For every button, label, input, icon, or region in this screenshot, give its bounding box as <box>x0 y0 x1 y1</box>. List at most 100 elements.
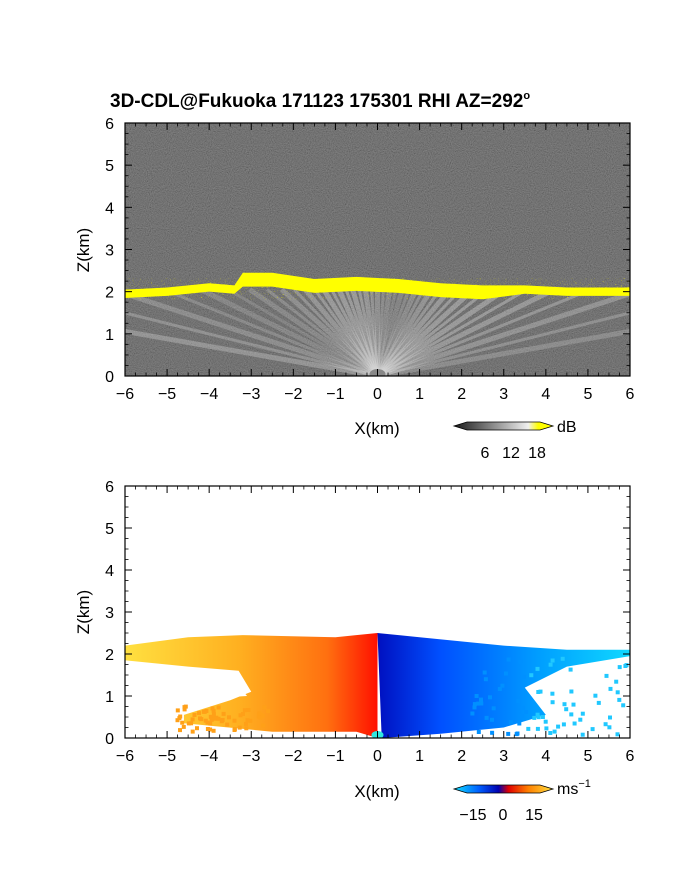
velocity-pixel <box>210 706 215 711</box>
velocity-pixel <box>195 726 199 731</box>
velocity-pixel <box>220 718 225 722</box>
backscatter-ray <box>280 287 380 376</box>
colorbar-tick-label: 6 <box>481 445 490 462</box>
velocity-pixel <box>175 718 180 723</box>
backscatter-ray <box>125 328 378 376</box>
velocity-pixel <box>491 706 496 711</box>
velocity-pixel <box>580 732 585 737</box>
backscatter-ray <box>375 287 475 376</box>
backscatter-ray <box>344 289 379 376</box>
velocity-pixel <box>544 726 549 731</box>
backscatter-ray <box>375 288 419 376</box>
velocity-pixel <box>178 714 183 719</box>
velocity-pixel <box>535 666 540 671</box>
velocity-pixel <box>617 697 622 702</box>
x-tick-label: 3 <box>499 386 508 403</box>
x-tick-label: 0 <box>373 386 382 403</box>
y-tick-label: 1 <box>105 689 114 706</box>
velocity-pixel <box>508 720 513 725</box>
velocity-colorbar-unit: ms−1 <box>557 778 591 798</box>
backscatter-ray <box>376 288 489 376</box>
velocity-pixel <box>500 683 505 688</box>
velocity-pixel <box>245 718 250 723</box>
velocity-pixel <box>476 701 481 706</box>
backscatter-ray <box>377 311 630 376</box>
x-tick-label: 6 <box>626 748 635 765</box>
velocity-pixel <box>205 727 210 731</box>
backscatter-ray <box>375 289 393 376</box>
velocity-pixel <box>216 716 221 721</box>
backscatter-ray <box>376 288 462 376</box>
velocity-pixel <box>261 723 266 728</box>
backscatter-ray <box>376 288 528 376</box>
backscatter-ray <box>376 288 592 376</box>
velocity-pixel <box>506 731 511 736</box>
velocity-pixel <box>560 656 565 661</box>
backscatter-ray <box>376 289 386 376</box>
backscatter-ray <box>125 311 378 376</box>
velocity-pixel <box>614 679 619 684</box>
velocity-pixel <box>596 700 601 705</box>
velocity-pixel <box>532 715 537 720</box>
backscatter-ray <box>376 288 425 376</box>
x-tick-label: 6 <box>626 386 635 403</box>
backscatter-ray <box>375 287 452 376</box>
velocity-pixel <box>593 693 598 698</box>
velocity-pixel <box>211 728 216 733</box>
velocity-pixel <box>550 691 555 696</box>
backscatter-ray <box>336 288 380 376</box>
velocity-pixel <box>182 705 187 710</box>
x-tick-label: 2 <box>457 386 466 403</box>
backscatter-noise <box>125 123 630 376</box>
velocity-pixel <box>242 708 247 713</box>
colorbar-tick-label: 15 <box>525 807 543 824</box>
y-tick-label: 2 <box>105 285 114 302</box>
backscatter-ray <box>163 288 379 376</box>
velocity-pixel <box>552 729 557 734</box>
y-tick-label: 4 <box>105 563 114 580</box>
velocity-pixel <box>535 726 540 731</box>
velocity-pixel <box>211 712 216 717</box>
velocity-pixel <box>175 708 180 713</box>
velocity-pixel <box>474 694 479 698</box>
velocity-pixel <box>524 710 529 714</box>
backscatter-rays <box>125 287 630 376</box>
velocity-pixel <box>607 725 612 730</box>
velocity-pixel <box>517 721 522 726</box>
velocity-pixel <box>543 719 548 724</box>
backscatter-ray <box>375 288 405 376</box>
x-tick-label: −1 <box>326 748 344 765</box>
backscatter-ray <box>266 288 379 376</box>
velocity-pixel <box>571 702 576 707</box>
backscatter-ray <box>362 289 380 376</box>
y-tick-label: 5 <box>105 158 114 175</box>
backscatter-colorbar-bar <box>452 421 555 431</box>
velocity-colorbar-ticks: −15 0 15 <box>459 807 543 824</box>
velocity-pixel <box>470 711 475 716</box>
velocity-pixel <box>221 711 226 716</box>
velocity-pixel <box>472 702 477 707</box>
velocity-pixel <box>564 707 569 712</box>
velocity-pixel <box>244 721 248 726</box>
backscatter-ray <box>377 328 630 376</box>
velocity-pixel <box>208 727 213 732</box>
backscatter-ray <box>375 288 434 376</box>
velocity-negative-region <box>125 633 378 738</box>
y-tick-label: 2 <box>105 647 114 664</box>
x-tick-label: −5 <box>158 386 176 403</box>
velocity-pixel <box>548 731 553 735</box>
backscatter-ray <box>376 287 556 376</box>
backscatter-ray <box>376 287 507 376</box>
velocity-pixel <box>538 689 543 694</box>
velocity-pixel <box>568 667 573 672</box>
velocity-pixel <box>521 674 526 679</box>
velocity-pixel <box>178 728 182 733</box>
backscatter-xlabel: X(km) <box>354 419 399 438</box>
velocity-pixel <box>211 708 216 713</box>
velocity-pixel <box>536 715 541 720</box>
velocity-pixel <box>580 711 585 716</box>
velocity-pixel <box>260 714 265 718</box>
x-tick-label: −1 <box>326 386 344 403</box>
velocity-pixel <box>204 709 209 713</box>
backscatter-ylabel: Z(km) <box>74 228 93 272</box>
